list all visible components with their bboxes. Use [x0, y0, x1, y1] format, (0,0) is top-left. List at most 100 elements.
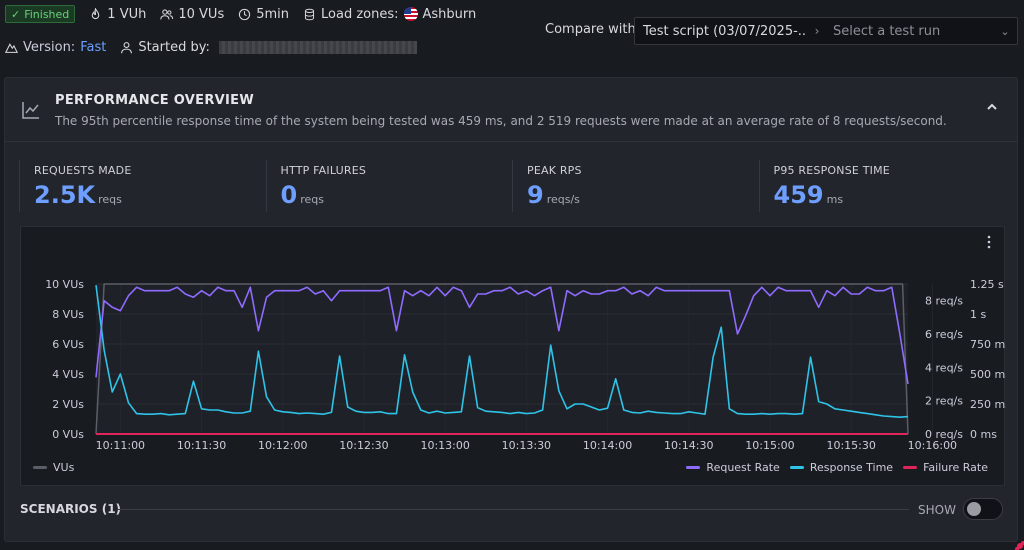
us-flag-icon	[403, 7, 418, 21]
duration-value: 5min	[256, 6, 290, 22]
stat-label: P95 RESPONSE TIME	[773, 164, 890, 177]
x-tick-label: 10:14:00	[583, 439, 632, 452]
chart-plot[interactable]: 0 VUs 2 VUs 4 VUs 6 VUs 8 VUs 10 VUs 0 req/s 2 …	[21, 227, 1006, 457]
test-run-select[interactable]: Select a test run	[833, 23, 941, 39]
y-tick-label-left: 6 VUs	[52, 338, 84, 351]
database-icon	[303, 8, 316, 21]
y-tick-label-right-rps: 8 req/s	[925, 295, 963, 308]
performance-overview-title: PERFORMANCE OVERVIEW	[55, 93, 254, 108]
users-icon	[160, 8, 174, 21]
y-tick-label-left: 8 VUs	[52, 308, 84, 321]
y-tick-label-left: 4 VUs	[52, 368, 84, 381]
stat-requests-made: REQUESTS MADE 2.5K reqs	[19, 160, 266, 212]
compare-script-name[interactable]: Test script (03/07/2025-...	[643, 23, 807, 39]
y-tick-label-left: 0 VUs	[52, 428, 84, 441]
series-line-request-rate	[95, 286, 909, 385]
stat-value: 0	[280, 181, 298, 209]
legend-left: VUs	[33, 461, 74, 474]
stat-peak-rps: PEAK RPS 9 reqs/s	[512, 160, 759, 212]
version-label: Version:	[23, 39, 76, 55]
x-tick-label: 10:11:30	[177, 439, 226, 452]
legend-swatch	[686, 466, 701, 469]
y-tick-label-right-rps: 0 req/s	[925, 428, 963, 441]
performance-chart[interactable]: 0 VUs 2 VUs 4 VUs 6 VUs 8 VUs 10 VUs 0 req/s 2 …	[20, 226, 1006, 486]
legend-swatch	[903, 466, 918, 469]
x-tick-label: 10:14:30	[664, 439, 713, 452]
load-zone-value: Ashburn	[422, 6, 477, 22]
legend-label: Response Time	[809, 461, 894, 474]
stat-value: 9	[527, 181, 544, 209]
test-run-meta-row-2: Version: Fast Started by:	[5, 37, 417, 57]
compare-selector[interactable]: Test script (03/07/2025-... › Select a t…	[634, 17, 1018, 45]
y-tick-label-left: 2 VUs	[52, 398, 84, 411]
x-tick-label: 10:12:00	[258, 439, 307, 452]
y-tick-label-right-ms: 0 ms	[970, 428, 997, 441]
legend-label: Failure Rate	[923, 461, 988, 474]
stat-unit: reqs/s	[546, 193, 580, 206]
y-tick-label-right-ms: 500 ms	[970, 368, 1006, 381]
status-label: Finished	[24, 7, 70, 21]
chevron-up-icon[interactable]	[985, 100, 999, 114]
started-by-meta: Started by:	[120, 40, 417, 55]
legend-item-vus[interactable]: VUs	[33, 461, 74, 474]
stat-unit: reqs	[98, 193, 122, 206]
stat-http-failures: HTTP FAILURES 0 reqs	[265, 160, 513, 212]
legend-label: Request Rate	[706, 461, 780, 474]
legend-item-failure-rate[interactable]: Failure Rate	[903, 461, 988, 474]
flame-icon	[89, 7, 102, 21]
scenarios-title: SCENARIOS (1)	[20, 502, 122, 516]
x-tick-label: 10:13:00	[420, 439, 469, 452]
y-tick-label-right-ms: 750 ms	[970, 338, 1006, 351]
legend-right: Request Rate Response Time Failure Rate	[686, 461, 988, 474]
stat-label: PEAK RPS	[527, 164, 582, 177]
y-tick-label-right-rps: 4 req/s	[925, 361, 963, 374]
status-badge: ✓ Finished	[5, 5, 76, 23]
legend-item-response-time[interactable]: Response Time	[789, 461, 894, 474]
scenarios-divider	[117, 509, 909, 510]
stat-p95-response-time: P95 RESPONSE TIME 459 ms	[758, 160, 1006, 212]
stat-label: HTTP FAILURES	[280, 164, 367, 177]
y-tick-label-right-ms: 1 s	[970, 308, 986, 321]
x-tick-label: 10:11:00	[96, 439, 145, 452]
legend-swatch	[789, 466, 804, 469]
redacted-username	[218, 40, 417, 54]
test-run-meta-row: ✓ Finished 1 VUh 10 VUs 5min Load zone	[5, 4, 476, 24]
y-tick-label-left: 10 VUs	[45, 278, 84, 291]
series-line-vus	[95, 283, 909, 435]
plot-area	[96, 284, 908, 434]
version-icon	[5, 41, 18, 54]
series-line-response-time	[95, 285, 909, 418]
vus-meta: 10 VUs	[160, 7, 224, 22]
stat-label: REQUESTS MADE	[34, 164, 132, 177]
stat-unit: ms	[826, 193, 844, 206]
y-tick-label-right-rps: 6 req/s	[925, 328, 963, 341]
x-tick-label: 10:15:30	[826, 439, 875, 452]
stat-value: 2.5K	[34, 181, 96, 209]
x-tick-label: 10:16:00	[908, 439, 957, 452]
show-label: SHOW	[918, 503, 956, 517]
legend-swatch	[33, 466, 47, 469]
chart-line-icon	[22, 102, 39, 119]
version-link[interactable]: Fast	[80, 39, 107, 55]
load-zones-meta: Load zones: Ashburn	[303, 7, 476, 22]
test-run-header: ✓ Finished 1 VUh 10 VUs 5min Load zone	[0, 0, 1024, 66]
x-tick-label: 10:15:00	[745, 439, 794, 452]
started-by-label: Started by:	[138, 39, 210, 55]
y-tick-label-right-ms: 1.25 s	[970, 278, 1004, 291]
y-tick-label-right-ms: 250 ms	[970, 398, 1006, 411]
stats-row: REQUESTS MADE 2.5K reqs HTTP FAILURES 0 re…	[19, 160, 1005, 212]
x-tick-label: 10:12:30	[339, 439, 388, 452]
chevron-down-icon[interactable]: ⌄	[1000, 24, 1010, 38]
performance-overview-header[interactable]: PERFORMANCE OVERVIEW The 95th percentile…	[5, 78, 1017, 142]
duration-meta: 5min	[238, 7, 289, 22]
performance-overview-panel: PERFORMANCE OVERVIEW The 95th percentile…	[4, 77, 1018, 542]
y-tick-label-right-rps: 2 req/s	[925, 395, 963, 408]
kebab-menu-icon[interactable]	[986, 235, 992, 249]
performance-overview-description: The 95th percentile response time of the…	[55, 114, 947, 128]
compare-label: Compare with	[545, 22, 636, 37]
user-icon	[120, 41, 133, 54]
vuh-value: 1 VUh	[107, 6, 147, 22]
check-icon: ✓	[11, 7, 21, 21]
scenarios-show-toggle[interactable]	[963, 498, 1003, 520]
legend-item-request-rate[interactable]: Request Rate	[686, 461, 780, 474]
